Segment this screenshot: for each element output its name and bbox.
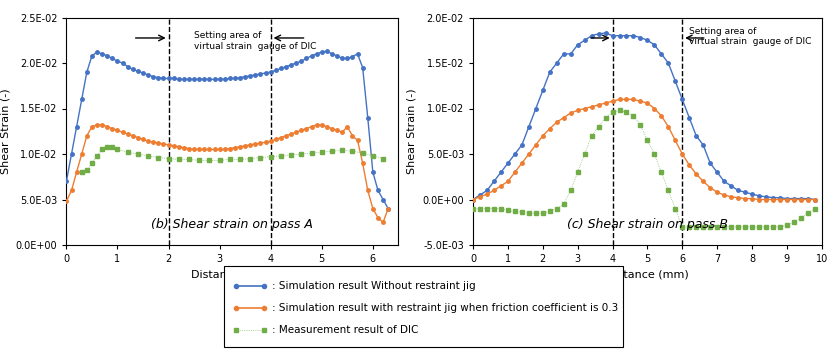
Text: Setting area of
virtual strain  gauge of DIC: Setting area of virtual strain gauge of …	[689, 27, 812, 46]
Y-axis label: Shear Strain (-): Shear Strain (-)	[407, 89, 417, 174]
Text: (c) Shear strain on pass B: (c) Shear strain on pass B	[567, 218, 728, 231]
Text: : Simulation result Without restraint jig: : Simulation result Without restraint ji…	[272, 281, 476, 291]
Text: Setting area of
virtual strain  gauge of DIC: Setting area of virtual strain gauge of …	[194, 31, 316, 50]
X-axis label: Distance (mm): Distance (mm)	[191, 270, 274, 280]
Text: : Simulation result with restraint jig when friction coefficient is 0.3: : Simulation result with restraint jig w…	[272, 303, 618, 313]
X-axis label: Distance (mm): Distance (mm)	[606, 270, 689, 280]
Y-axis label: Shear Strain (-): Shear Strain (-)	[0, 89, 10, 174]
Text: (b) Shear strain on pass A: (b) Shear strain on pass A	[151, 218, 314, 231]
Text: : Measurement result of DIC: : Measurement result of DIC	[272, 326, 418, 335]
FancyBboxPatch shape	[224, 266, 622, 346]
